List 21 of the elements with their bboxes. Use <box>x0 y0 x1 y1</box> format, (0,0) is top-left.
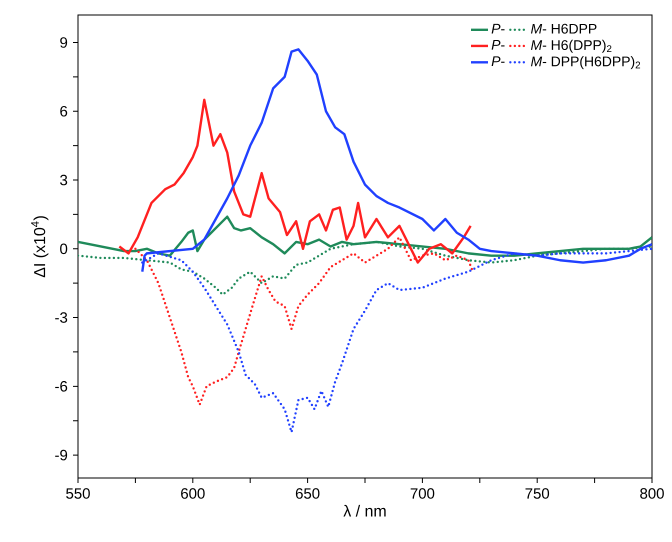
y-tick-label: -9 <box>55 450 68 460</box>
x-tick-label: 600 <box>181 488 205 499</box>
y-tick-label: 3 <box>60 174 68 186</box>
y-axis-title: ΔI (x10$^{4}$) <box>31 216 48 278</box>
y-tick-label: 6 <box>60 106 68 117</box>
x-tick-label: 700 <box>410 488 434 499</box>
legend-label: P- <box>492 24 505 34</box>
legend-label: M- H6DPP <box>530 24 596 34</box>
legend-label: M- H6(DPP)$_{2}$ <box>530 40 612 53</box>
y-tick-label: 9 <box>60 37 68 48</box>
x-tick-label: 800 <box>640 488 664 499</box>
y-tick-label: -3 <box>55 312 68 323</box>
legend-label: M- DPP(H6DPP)$_{2}$ <box>530 56 640 70</box>
x-tick-label: 750 <box>526 488 550 499</box>
x-axis-title: λ / nm <box>343 504 386 517</box>
legend-label: P- <box>492 40 505 50</box>
y-tick-label: -6 <box>55 381 68 392</box>
y-tick-label: 0 <box>60 243 68 254</box>
x-tick-label: 650 <box>296 488 320 499</box>
x-tick-label: 550 <box>66 488 90 499</box>
legend-label: P- <box>492 56 505 66</box>
